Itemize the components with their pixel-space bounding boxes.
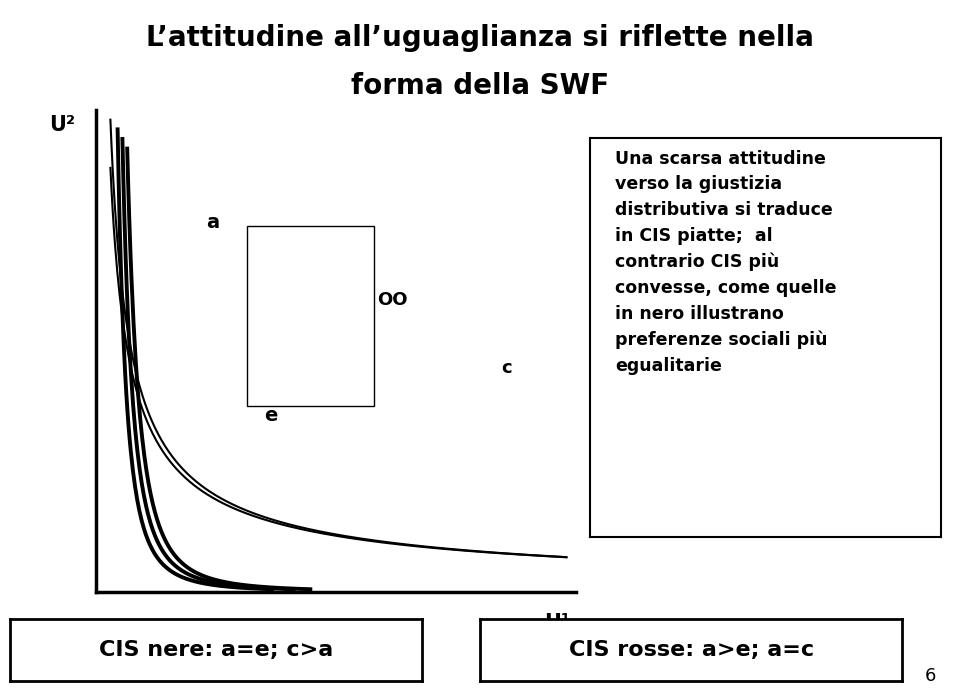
Text: OO: OO <box>376 291 407 309</box>
Text: CIS nere: a=e; c>a: CIS nere: a=e; c>a <box>99 640 333 660</box>
Text: e: e <box>264 406 277 424</box>
Text: Una scarsa attitudine
verso la giustizia
distributiva si traduce
in CIS piatte; : Una scarsa attitudine verso la giustizia… <box>615 149 836 375</box>
Text: L’attitudine all’uguaglianza si riflette nella: L’attitudine all’uguaglianza si riflette… <box>146 24 814 52</box>
Text: forma della SWF: forma della SWF <box>351 72 609 100</box>
Text: CIS rosse: a>e; a=c: CIS rosse: a>e; a=c <box>568 640 814 660</box>
Text: U²: U² <box>49 114 76 135</box>
Bar <box>248 226 374 406</box>
Text: 6: 6 <box>924 667 936 685</box>
Text: c: c <box>501 358 513 376</box>
Text: a: a <box>206 213 220 232</box>
Text: U¹: U¹ <box>543 613 570 633</box>
